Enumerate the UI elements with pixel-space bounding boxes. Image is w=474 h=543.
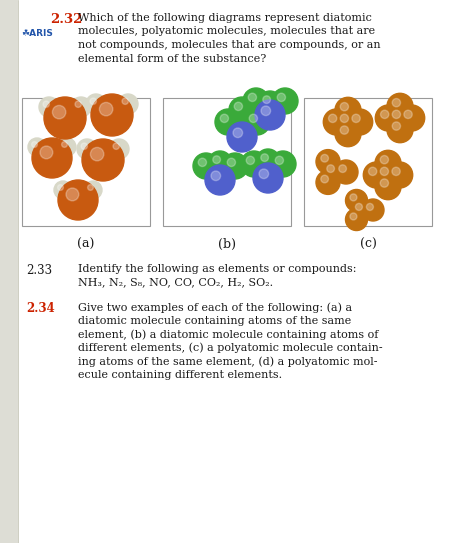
Circle shape [375,162,401,188]
Circle shape [244,109,270,135]
Circle shape [335,121,361,147]
Circle shape [350,213,357,220]
Circle shape [270,151,296,177]
Circle shape [220,114,228,123]
Circle shape [222,153,248,179]
Circle shape [91,94,133,136]
Circle shape [346,209,367,231]
Circle shape [229,97,255,123]
Circle shape [248,93,256,102]
Circle shape [256,149,280,173]
Circle shape [86,94,106,114]
Circle shape [28,138,46,156]
Circle shape [227,158,236,167]
Circle shape [208,151,232,175]
Text: Give two examples of each of the following: (a) a: Give two examples of each of the followi… [78,302,352,313]
Circle shape [363,162,389,188]
FancyBboxPatch shape [22,98,150,226]
Text: Identify the following as elements or compounds:: Identify the following as elements or co… [78,264,356,274]
Circle shape [350,194,357,201]
Circle shape [366,204,374,211]
Text: (c): (c) [360,238,376,251]
Circle shape [368,167,377,175]
Circle shape [53,105,66,119]
Circle shape [380,167,389,175]
Circle shape [323,109,349,135]
Circle shape [246,156,255,165]
Circle shape [316,171,340,194]
Circle shape [387,93,413,119]
Circle shape [263,96,271,104]
Circle shape [375,174,401,200]
Text: 2.33: 2.33 [26,264,52,277]
Circle shape [211,171,220,181]
Circle shape [255,100,285,130]
Circle shape [258,91,282,115]
Circle shape [356,204,363,211]
Circle shape [82,139,124,181]
Circle shape [44,97,86,139]
Circle shape [392,98,401,107]
Circle shape [100,103,113,116]
Circle shape [205,165,235,195]
Circle shape [243,88,269,114]
Circle shape [32,138,72,178]
Circle shape [387,117,413,143]
Circle shape [122,98,128,104]
Circle shape [253,163,283,193]
Text: diatomic molecule containing atoms of the same: diatomic molecule containing atoms of th… [78,315,351,325]
Circle shape [375,150,401,176]
Circle shape [404,110,412,118]
FancyBboxPatch shape [304,98,432,226]
Text: ecule containing different elements.: ecule containing different elements. [78,369,282,380]
Circle shape [198,158,207,167]
Text: (b): (b) [218,238,236,251]
Circle shape [81,143,87,149]
Circle shape [321,154,328,162]
Circle shape [381,110,389,118]
Circle shape [234,102,243,111]
Circle shape [54,181,72,199]
Text: NH₃, N₂, S₈, NO, CO, CO₂, H₂, SO₂.: NH₃, N₂, S₈, NO, CO, CO₂, H₂, SO₂. [78,277,273,287]
Circle shape [213,156,220,163]
Circle shape [88,185,93,191]
Circle shape [193,153,219,179]
Circle shape [392,122,401,130]
Circle shape [351,199,373,221]
Circle shape [375,105,401,131]
Text: Which of the following diagrams represent diatomic: Which of the following diagrams represen… [78,13,372,23]
Text: not compounds, molecules that are compounds, or an: not compounds, molecules that are compou… [78,40,381,50]
Circle shape [275,156,283,165]
Text: ing atoms of the same element, (d) a polyatomic mol-: ing atoms of the same element, (d) a pol… [78,356,377,367]
Circle shape [316,150,340,174]
Circle shape [277,93,285,102]
Circle shape [109,139,129,159]
Circle shape [227,122,257,152]
Circle shape [387,105,413,131]
Circle shape [66,188,79,201]
Text: 2.34: 2.34 [26,302,55,315]
Text: 2.32: 2.32 [50,13,82,26]
Circle shape [249,114,257,123]
Circle shape [77,139,97,159]
Circle shape [335,109,361,135]
Circle shape [327,165,335,173]
Circle shape [352,114,360,123]
Circle shape [90,98,96,104]
Circle shape [118,94,138,114]
Circle shape [241,151,267,177]
Text: molecules, polyatomic molecules, molecules that are: molecules, polyatomic molecules, molecul… [78,27,375,36]
Circle shape [339,165,346,173]
Circle shape [335,97,361,123]
Text: element, (b) a diatomic molecule containing atoms of: element, (b) a diatomic molecule contain… [78,329,378,339]
Circle shape [380,179,389,187]
Circle shape [340,126,348,134]
Circle shape [340,103,348,111]
Text: different elements, (c) a polyatomic molecule contain-: different elements, (c) a polyatomic mol… [78,343,383,353]
FancyBboxPatch shape [163,98,291,226]
Circle shape [259,169,269,179]
Circle shape [71,97,91,117]
Text: (a): (a) [77,238,95,251]
Circle shape [322,160,346,184]
